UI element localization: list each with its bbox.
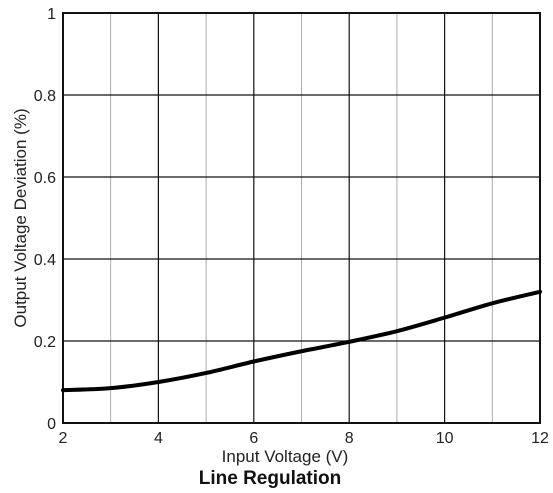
x-tick-label: 2 — [59, 430, 68, 447]
plot-area-frame — [62, 12, 541, 424]
y-axis-label: Output Voltage Deviation (%) — [11, 108, 30, 327]
y-tick-label: 0 — [47, 416, 56, 433]
x-tick-label: 12 — [531, 430, 549, 447]
y-tick-label: 0.2 — [34, 334, 56, 351]
grid — [62, 12, 541, 424]
x-tick-label: 4 — [154, 430, 163, 447]
x-tick-label: 8 — [345, 430, 354, 447]
tick-labels: 2 4 6 8 10 12 0 0.2 0.4 0.6 0.8 1 — [34, 6, 549, 447]
y-tick-label: 0.6 — [34, 170, 56, 187]
series-layer — [61, 289, 542, 393]
y-tick-label: 1 — [47, 6, 56, 23]
x-tick-label: 6 — [249, 430, 258, 447]
x-axis-label: Input Voltage (V) — [222, 447, 349, 466]
series-line — [61, 289, 542, 393]
x-tick-label: 10 — [436, 430, 454, 447]
y-tick-label: 0.8 — [34, 88, 56, 105]
chart-title: Line Regulation — [199, 468, 342, 489]
y-tick-label: 0.4 — [34, 252, 56, 269]
